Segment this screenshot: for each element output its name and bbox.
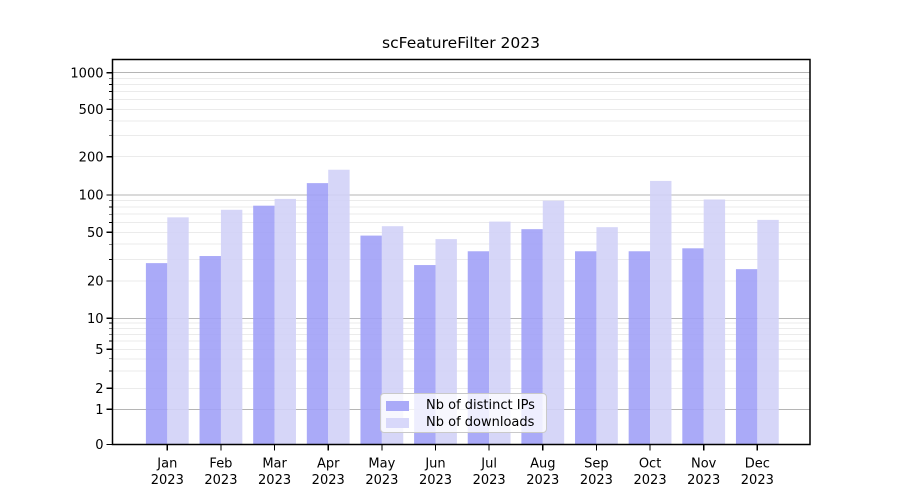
bar-downloads-nov[interactable] bbox=[703, 199, 726, 445]
y-tick-label: 5 bbox=[95, 343, 103, 358]
y-tick-label: 1 bbox=[95, 403, 103, 418]
x-tick-label-year: 2023 bbox=[365, 473, 398, 488]
x-tick-label-month: Mar bbox=[262, 457, 287, 472]
chart-title: scFeatureFilter 2023 bbox=[382, 34, 540, 52]
x-tick-label-year: 2023 bbox=[258, 473, 291, 488]
y-tick-label: 1000 bbox=[70, 66, 103, 81]
y-tick-label: 50 bbox=[87, 226, 104, 241]
y-tick-label: 2 bbox=[95, 382, 103, 397]
x-tick-label-month: Jan bbox=[156, 457, 177, 472]
plot-border bbox=[111, 58, 811, 446]
bar-downloads-may[interactable] bbox=[381, 226, 404, 445]
legend-swatch-downloads bbox=[386, 417, 409, 428]
legend: Nb of distinct IPs Nb of downloads bbox=[380, 393, 547, 433]
y-tick-label: 200 bbox=[79, 150, 104, 165]
x-tick-label-month: Oct bbox=[639, 457, 661, 472]
bar-distinct-ips-feb[interactable] bbox=[199, 256, 221, 445]
x-tick-label-year: 2023 bbox=[473, 473, 506, 488]
x-tick-label-month: May bbox=[368, 457, 395, 472]
bar-distinct-ips-nov[interactable] bbox=[682, 248, 704, 445]
bar-downloads-mar[interactable] bbox=[274, 198, 296, 445]
y-tick-label: 10 bbox=[87, 312, 104, 327]
x-tick-label-year: 2023 bbox=[204, 473, 237, 488]
legend-item-downloads[interactable]: Nb of downloads bbox=[386, 414, 546, 431]
y-tick-label: 100 bbox=[79, 189, 104, 204]
bar-downloads-feb[interactable] bbox=[220, 209, 243, 445]
x-tick-label-month: Jul bbox=[480, 457, 497, 472]
bar-distinct-ips-aug[interactable] bbox=[521, 229, 543, 445]
bar-distinct-ips-dec[interactable] bbox=[735, 269, 758, 445]
x-tick-label-year: 2023 bbox=[151, 473, 184, 488]
x-tick-label-year: 2023 bbox=[580, 473, 613, 488]
y-tick-label: 500 bbox=[79, 103, 104, 118]
x-tick-label-month: Nov bbox=[691, 457, 717, 472]
legend-label-distinct-ips: Nb of distinct IPs bbox=[426, 398, 535, 413]
bar-downloads-jan[interactable] bbox=[167, 217, 189, 445]
bar-distinct-ips-mar[interactable] bbox=[253, 205, 275, 445]
bar-downloads-oct[interactable] bbox=[650, 180, 672, 445]
x-tick-label-month: Apr bbox=[317, 457, 340, 472]
x-tick-label-year: 2023 bbox=[634, 473, 667, 488]
x-tick-label-year: 2023 bbox=[526, 473, 559, 488]
bar-downloads-dec[interactable] bbox=[757, 219, 779, 445]
bar-downloads-apr[interactable] bbox=[328, 169, 350, 445]
x-tick-label-month: Sep bbox=[584, 457, 609, 472]
bar-distinct-ips-oct[interactable] bbox=[628, 251, 651, 445]
bar-downloads-aug[interactable] bbox=[542, 200, 565, 445]
bar-distinct-ips-may[interactable] bbox=[360, 235, 382, 445]
x-tick-label-year: 2023 bbox=[312, 473, 345, 488]
x-tick-label-year: 2023 bbox=[419, 473, 452, 488]
y-tick-label: 20 bbox=[87, 275, 104, 290]
bar-distinct-ips-jan[interactable] bbox=[145, 263, 168, 445]
legend-swatch-distinct-ips bbox=[386, 400, 409, 411]
x-tick-label-year: 2023 bbox=[687, 473, 720, 488]
x-tick-label-month: Feb bbox=[209, 457, 232, 472]
x-tick-label-year: 2023 bbox=[741, 473, 774, 488]
y-tick-label: 0 bbox=[95, 438, 103, 453]
x-tick-label-month: Dec bbox=[745, 457, 770, 472]
x-tick-label-month: Aug bbox=[530, 457, 555, 472]
bar-downloads-jul[interactable] bbox=[489, 221, 511, 445]
legend-item-distinct-ips[interactable]: Nb of distinct IPs bbox=[386, 397, 546, 414]
bar-distinct-ips-sep[interactable] bbox=[575, 251, 597, 445]
legend-label-downloads: Nb of downloads bbox=[426, 415, 535, 430]
bar-downloads-sep[interactable] bbox=[596, 227, 618, 445]
bar-distinct-ips-apr[interactable] bbox=[306, 183, 329, 445]
x-tick-label-month: Jun bbox=[424, 457, 445, 472]
